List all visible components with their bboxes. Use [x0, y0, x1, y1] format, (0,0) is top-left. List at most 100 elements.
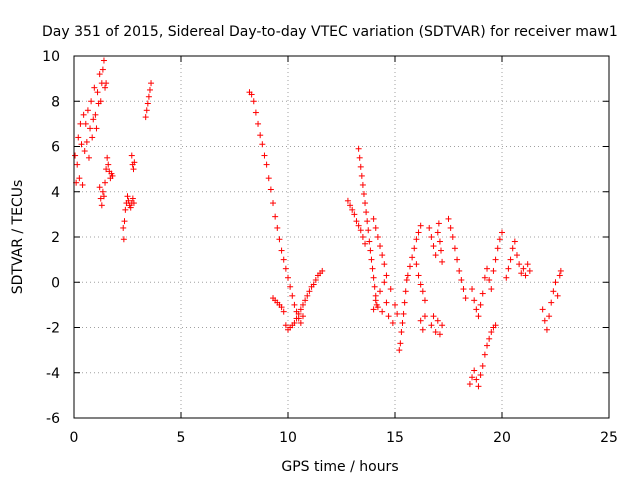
- data-point: [456, 267, 463, 274]
- data-point: [89, 134, 96, 141]
- data-point: [481, 351, 488, 358]
- data-point: [454, 256, 461, 263]
- data-point: [93, 125, 100, 132]
- data-point: [406, 263, 413, 270]
- data-point: [100, 57, 107, 64]
- data-point: [387, 286, 394, 293]
- data-point: [285, 274, 291, 281]
- data-point: [355, 222, 362, 229]
- data-point: [267, 186, 274, 193]
- data-point: [486, 276, 493, 283]
- data-point: [120, 224, 127, 231]
- data-point: [356, 154, 363, 161]
- data-point: [486, 335, 493, 342]
- data-point: [319, 267, 326, 274]
- ticks-layer: 0 5 10 15 20 25 -6 -4 -2 0 2 4 6 8 10: [42, 49, 618, 446]
- data-point: [82, 120, 89, 127]
- data-point: [379, 308, 386, 315]
- data-point: [287, 283, 294, 290]
- x-tick-label: 20: [493, 430, 511, 446]
- data-point: [104, 154, 111, 161]
- data-point: [122, 206, 129, 213]
- data-point: [84, 107, 91, 114]
- data-point: [265, 175, 272, 182]
- data-point: [351, 211, 358, 218]
- data-point: [398, 329, 405, 336]
- y-tick-label: -4: [46, 366, 60, 382]
- data-point: [417, 222, 424, 229]
- y-tick-label: -2: [46, 321, 60, 337]
- data-point: [417, 281, 424, 288]
- data-point: [479, 362, 486, 369]
- data-point: [481, 274, 488, 281]
- data-point: [409, 254, 416, 261]
- x-tick-label: 15: [386, 430, 404, 446]
- data-point: [88, 98, 95, 105]
- data-point: [103, 80, 110, 87]
- data-point: [548, 299, 555, 306]
- data-point: [349, 206, 356, 213]
- data-point: [381, 261, 388, 268]
- data-point: [451, 245, 458, 252]
- data-point: [102, 179, 109, 186]
- data-point: [505, 265, 512, 272]
- data-point: [148, 80, 155, 87]
- data-point: [145, 93, 152, 100]
- plot-frame: [73, 55, 610, 419]
- data-point: [473, 376, 480, 383]
- data-point: [304, 292, 311, 299]
- data-point: [367, 247, 374, 254]
- data-point: [509, 245, 516, 252]
- data-point: [413, 236, 420, 243]
- data-point: [105, 161, 112, 168]
- data-point: [377, 243, 384, 250]
- data-point: [78, 141, 85, 148]
- data-point: [520, 265, 527, 272]
- grid-layer: [74, 56, 609, 418]
- data-point: [80, 111, 87, 118]
- x-tick-label: 5: [177, 430, 186, 446]
- data-point: [396, 347, 403, 354]
- data-point: [543, 326, 550, 333]
- data-point: [370, 215, 377, 222]
- y-tick-label: 8: [51, 94, 60, 110]
- data-point: [374, 234, 381, 240]
- data-point: [426, 224, 433, 231]
- data-point: [97, 98, 104, 105]
- data-point: [421, 297, 428, 304]
- data-point: [413, 261, 420, 268]
- data-point: [81, 148, 88, 155]
- y-tick-label: 6: [51, 140, 60, 156]
- data-point: [259, 141, 266, 148]
- data-point: [363, 209, 370, 216]
- data-point: [411, 245, 418, 252]
- data-point: [272, 213, 279, 220]
- data-point: [96, 71, 103, 78]
- data-point: [252, 109, 259, 116]
- data-point: [130, 200, 137, 207]
- data-point: [436, 238, 443, 245]
- data-point: [439, 258, 446, 265]
- data-point: [92, 111, 99, 118]
- data-point: [513, 252, 520, 259]
- data-point: [98, 202, 105, 209]
- data-point: [415, 229, 422, 236]
- data-point: [434, 317, 441, 324]
- data-point: [291, 301, 298, 308]
- data-point: [419, 326, 426, 333]
- data-point: [492, 256, 499, 263]
- data-point: [83, 138, 90, 145]
- data-point: [129, 195, 136, 202]
- data-point: [127, 204, 134, 211]
- data-point: [248, 91, 255, 98]
- data-point: [469, 374, 476, 381]
- data-point: [417, 317, 424, 324]
- data-point: [399, 319, 406, 326]
- data-point: [436, 331, 443, 338]
- data-point: [121, 218, 128, 225]
- data-point: [130, 166, 137, 173]
- data-point: [97, 195, 104, 202]
- data-point: [358, 172, 365, 179]
- data-point: [435, 220, 442, 227]
- data-point: [99, 188, 106, 195]
